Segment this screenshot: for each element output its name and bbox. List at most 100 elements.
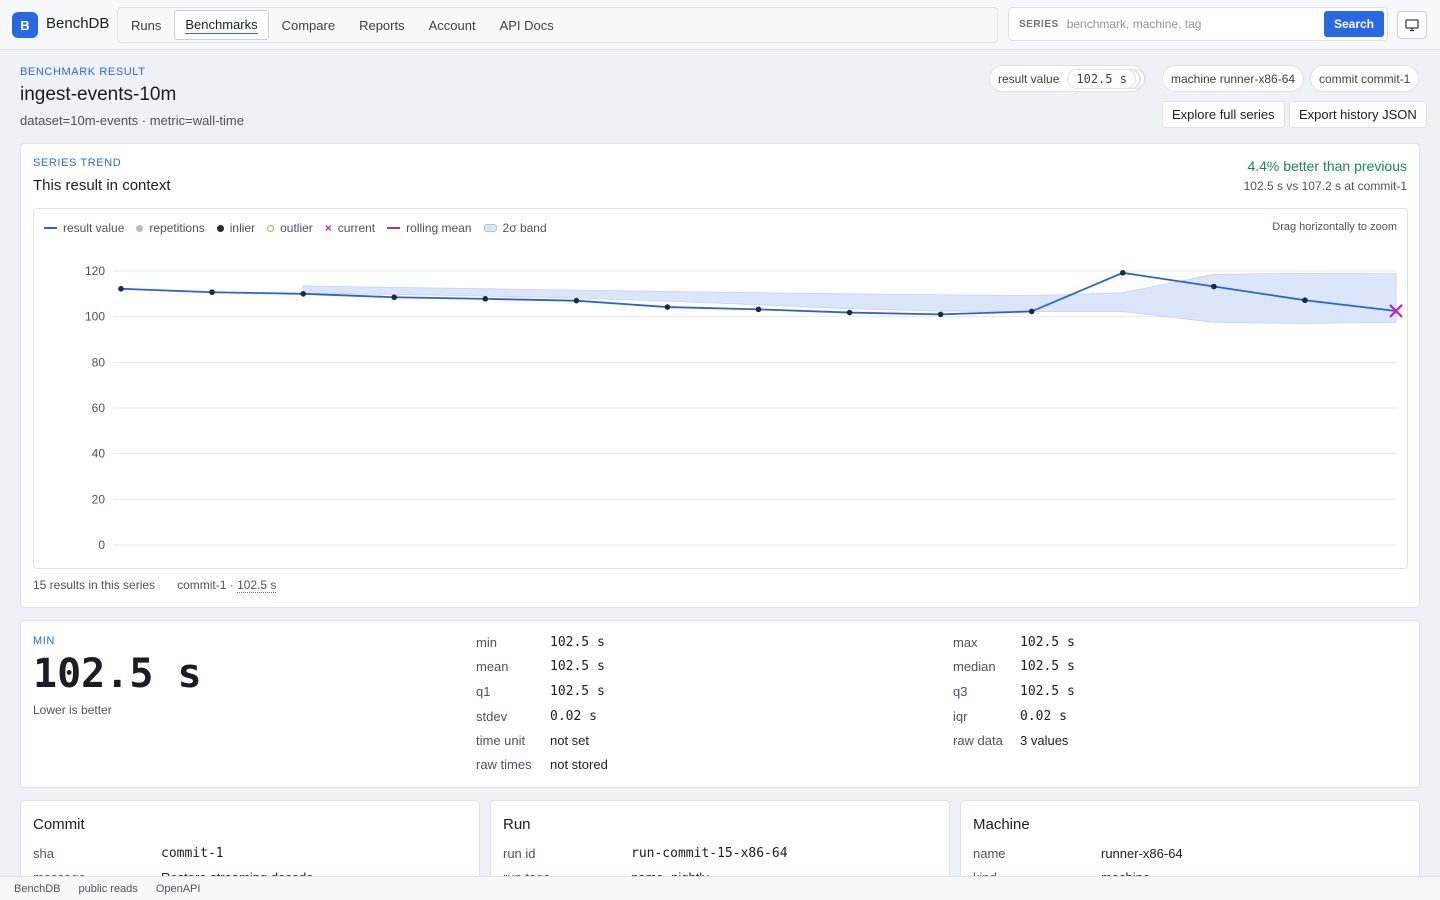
commit-chip[interactable]: commit commit-1 — [1310, 65, 1420, 92]
line-swatch-icon — [387, 227, 401, 229]
chart-legend: result value repetitions inlier outlier … — [44, 221, 559, 235]
nav-account[interactable]: Account — [428, 17, 476, 33]
legend-repetitions[interactable]: repetitions — [136, 221, 205, 235]
stat-value: 102.5 s — [550, 659, 605, 674]
stat-label: stdev — [476, 709, 508, 724]
legend-outlier[interactable]: outlier — [267, 221, 313, 235]
machine-card-title: Machine — [973, 816, 1030, 833]
trend-footer: 15 results in this series commit-1 · 102… — [33, 578, 277, 593]
nav-benchmarks[interactable]: Benchmarks — [174, 10, 269, 40]
band-swatch-icon — [483, 224, 497, 232]
display-mode-button[interactable] — [1397, 11, 1427, 39]
inlier-point — [1302, 297, 1308, 304]
trend-chart[interactable]: 0 20 40 60 80 100 120 result value repetitions… — [33, 208, 1408, 569]
legend-inlier[interactable]: inlier — [216, 221, 255, 235]
y-tick-label: 120 — [85, 264, 105, 278]
inlier-point — [391, 294, 398, 301]
footer-link-openapi[interactable]: OpenAPI — [155, 882, 201, 895]
inlier-point — [300, 291, 306, 297]
page-title: ingest-events-10m — [20, 84, 177, 105]
headline-value: 102.5 s — [33, 651, 202, 697]
explore-series-button[interactable]: Explore full series — [1162, 101, 1285, 128]
series-search: SERIES Search — [1008, 7, 1388, 41]
legend-2sigma-band[interactable]: 2σ band — [483, 221, 547, 235]
legend-result-value[interactable]: result value — [44, 221, 124, 235]
series-count: 15 results in this series — [33, 578, 156, 592]
x-mark-icon: × — [324, 221, 332, 235]
footer-link-public-reads[interactable]: public reads — [78, 882, 138, 895]
nav-api-docs[interactable]: API Docs — [499, 17, 554, 33]
monitor-icon — [1405, 18, 1419, 31]
series-trend-card: SERIES TREND This result in context 4.4%… — [20, 143, 1420, 608]
stat-value: 102.5 s — [550, 684, 605, 699]
result-value-chip[interactable]: result value 102.5 s — [989, 65, 1145, 92]
inlier-point — [1028, 308, 1035, 315]
stat-label: q3 — [953, 684, 968, 699]
inlier-point — [118, 286, 124, 292]
y-tick-label: 100 — [85, 310, 105, 324]
y-tick-label: 60 — [92, 401, 106, 415]
stat-label: time unit — [476, 733, 526, 748]
stat-value: 3 values — [1020, 733, 1069, 748]
stat-value: 0.02 s — [550, 709, 597, 724]
line-swatch-icon — [44, 227, 57, 229]
y-tick-label: 20 — [92, 492, 106, 506]
machine-chip[interactable]: machine runner-x86-64 — [1162, 65, 1305, 92]
stat-value: 102.5 s — [1020, 659, 1075, 674]
search-input[interactable] — [1066, 17, 1327, 31]
stat-label: max — [953, 635, 978, 650]
delta-summary: 4.4% better than previous — [1247, 158, 1407, 174]
nav-runs[interactable]: Runs — [131, 17, 162, 33]
app-name[interactable]: BenchDB — [46, 15, 110, 32]
run-id[interactable]: run-commit-15-x86-64 — [631, 846, 788, 861]
nav-compare[interactable]: Compare — [281, 17, 336, 33]
current-result: commit-1 · 102.5 s — [177, 578, 277, 593]
current-x-stroke — [1389, 304, 1403, 318]
app-logo[interactable]: B — [12, 12, 38, 38]
y-tick-label: 0 — [98, 538, 105, 552]
stat-label: q1 — [476, 684, 491, 699]
run-card-title: Run — [503, 816, 531, 833]
y-tick-label: 40 — [92, 447, 106, 461]
search-button[interactable]: Search — [1323, 11, 1384, 37]
stat-label: median — [953, 659, 996, 674]
delta-detail: 102.5 s vs 107.2 s at commit-1 — [1243, 179, 1407, 193]
stat-label: raw times — [476, 757, 532, 772]
main-nav: Runs Benchmarks Compare Reports Account … — [117, 7, 998, 43]
legend-rolling-mean[interactable]: rolling mean — [387, 221, 472, 235]
footer-link-benchdb[interactable]: BenchDB — [14, 882, 61, 895]
info-label: run id — [503, 846, 536, 861]
direction-hint: Lower is better — [33, 703, 112, 717]
inlier-point — [755, 306, 762, 313]
top-bar: B BenchDB Runs Benchmarks Compare Report… — [0, 0, 1440, 50]
page-eyebrow: BENCHMARK RESULT — [20, 66, 146, 78]
inlier-point — [664, 304, 671, 310]
commit-card-title: Commit — [33, 816, 85, 833]
current-marker[interactable] — [1389, 304, 1403, 318]
trend-chart-svg[interactable]: 0 20 40 60 80 100 120 — [34, 209, 1407, 568]
export-history-button[interactable]: Export history JSON — [1289, 101, 1427, 128]
stats-eyebrow: MIN — [33, 635, 55, 647]
current-result-value[interactable]: 102.5 s — [237, 578, 277, 593]
machine-name[interactable]: runner-x86-64 — [1101, 846, 1183, 861]
stat-value: not set — [550, 733, 590, 748]
inlier-point — [209, 289, 215, 296]
commit-sha[interactable]: commit-1 — [161, 846, 224, 861]
inlier-point — [1211, 283, 1217, 290]
trend-title: This result in context — [33, 177, 171, 194]
search-scope-label: SERIES — [1019, 18, 1059, 30]
legend-current[interactable]: × current — [324, 221, 376, 235]
stat-value: not stored — [550, 757, 608, 772]
stat-label: mean — [476, 659, 509, 674]
page-footer: BenchDB public reads OpenAPI — [0, 876, 1440, 900]
info-label: sha — [33, 846, 54, 861]
page-subtitle: dataset=10m-events · metric=wall-time — [20, 113, 244, 128]
inlier-point — [1119, 270, 1126, 276]
dot-swatch-icon — [136, 224, 144, 232]
result-value-badge: 102.5 s — [1067, 68, 1136, 89]
inlier-point — [482, 296, 489, 302]
sigma-band — [302, 272, 1397, 324]
stat-label: raw data — [953, 733, 1003, 748]
nav-reports[interactable]: Reports — [359, 17, 405, 33]
stat-value: 102.5 s — [1020, 635, 1075, 650]
